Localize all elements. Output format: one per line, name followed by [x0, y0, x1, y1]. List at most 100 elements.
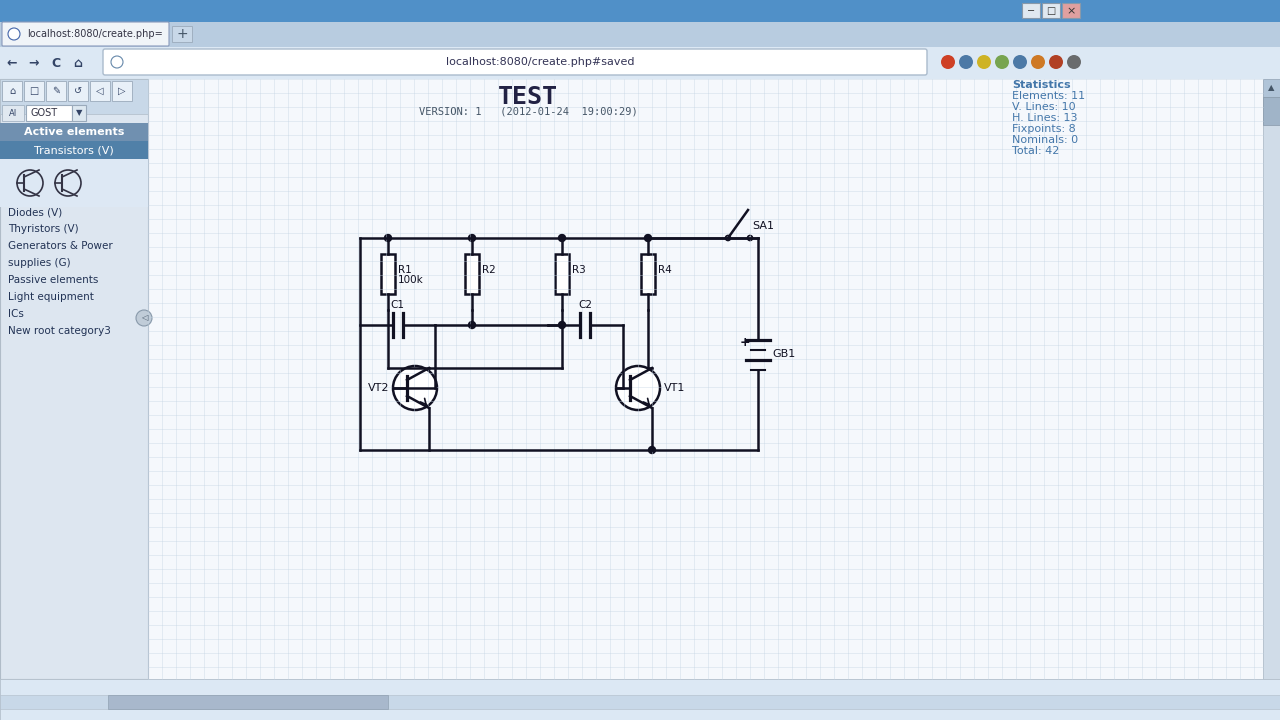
Bar: [1263, 79, 1280, 97]
Circle shape: [1012, 55, 1027, 69]
Bar: [0, 79, 148, 679]
Text: →: →: [28, 56, 40, 70]
Text: −: −: [1027, 6, 1036, 16]
Text: C: C: [51, 56, 60, 70]
Circle shape: [959, 55, 973, 69]
Circle shape: [1050, 55, 1062, 69]
Circle shape: [468, 235, 475, 241]
Text: Passive elements: Passive elements: [8, 275, 99, 285]
Text: C2: C2: [579, 300, 593, 310]
Bar: [0, 22, 1280, 47]
Bar: [0, 679, 1280, 720]
Text: ⌂: ⌂: [73, 56, 82, 70]
Text: VT2: VT2: [367, 383, 389, 393]
Bar: [641, 254, 655, 294]
Text: ▲: ▲: [1267, 84, 1275, 92]
Bar: [381, 254, 396, 294]
Text: R4: R4: [658, 265, 672, 275]
Text: ICs: ICs: [8, 309, 24, 319]
Text: ◁: ◁: [141, 313, 147, 323]
Text: VERSION: 1   (2012-01-24  19:00:29): VERSION: 1 (2012-01-24 19:00:29): [419, 106, 637, 116]
Circle shape: [941, 55, 955, 69]
Circle shape: [393, 366, 436, 410]
Text: VT1: VT1: [664, 383, 685, 393]
Text: Generators & Power: Generators & Power: [8, 241, 113, 251]
Bar: [0, 141, 148, 159]
Text: ▼: ▼: [76, 109, 82, 117]
Text: H. Lines: 13: H. Lines: 13: [1012, 113, 1078, 123]
Circle shape: [748, 235, 753, 240]
Circle shape: [726, 235, 731, 240]
Text: ⌂: ⌂: [9, 86, 15, 96]
FancyBboxPatch shape: [102, 49, 927, 75]
Text: AI: AI: [9, 109, 17, 117]
Bar: [465, 254, 479, 294]
Text: TEST: TEST: [498, 85, 558, 109]
Bar: [0, 47, 1280, 79]
Bar: [0, 695, 1280, 709]
Text: SA1: SA1: [751, 221, 774, 231]
Circle shape: [8, 28, 20, 40]
Bar: [556, 254, 570, 294]
Text: ◁: ◁: [96, 86, 104, 96]
Bar: [1263, 79, 1280, 679]
Circle shape: [616, 366, 660, 410]
Text: R1: R1: [398, 265, 412, 275]
Text: □: □: [29, 86, 38, 96]
Text: supplies (G): supplies (G): [8, 258, 70, 268]
Text: localhost:8080/create.php=: localhost:8080/create.php=: [27, 29, 163, 39]
Bar: [3, 81, 22, 101]
Text: Statistics: Statistics: [1012, 80, 1070, 90]
Bar: [0, 0, 1280, 22]
Bar: [1021, 3, 1039, 18]
Text: GB1: GB1: [772, 349, 795, 359]
Circle shape: [995, 55, 1009, 69]
Text: □: □: [1046, 6, 1056, 16]
Text: C1: C1: [390, 300, 404, 310]
Bar: [24, 81, 44, 101]
Text: R3: R3: [572, 265, 586, 275]
Bar: [46, 81, 67, 101]
Bar: [0, 123, 148, 141]
Circle shape: [649, 446, 655, 454]
Text: Thyristors (V): Thyristors (V): [8, 224, 78, 234]
Bar: [108, 695, 388, 709]
Bar: [172, 26, 192, 42]
Text: Nominals: 0: Nominals: 0: [1012, 135, 1078, 145]
Bar: [0, 79, 148, 114]
Circle shape: [136, 310, 152, 326]
Bar: [1263, 97, 1280, 125]
Text: +: +: [177, 27, 188, 41]
Text: ▷: ▷: [118, 86, 125, 96]
Bar: [148, 79, 1263, 679]
Text: ←: ←: [6, 56, 17, 70]
Circle shape: [468, 322, 475, 328]
Circle shape: [977, 55, 991, 69]
Circle shape: [1030, 55, 1044, 69]
Text: ✎: ✎: [52, 86, 60, 96]
Bar: [90, 81, 110, 101]
Text: Transistors (V): Transistors (V): [35, 145, 114, 155]
Text: ×: ×: [1066, 6, 1075, 16]
Text: 100k: 100k: [398, 275, 424, 285]
Text: localhost:8080/create.php#saved: localhost:8080/create.php#saved: [445, 57, 635, 67]
Text: +: +: [740, 336, 750, 348]
Bar: [1042, 3, 1060, 18]
Circle shape: [558, 235, 566, 241]
Bar: [68, 81, 88, 101]
Text: V. Lines: 10: V. Lines: 10: [1012, 102, 1075, 112]
Text: Fixpoints: 8: Fixpoints: 8: [1012, 124, 1075, 134]
FancyBboxPatch shape: [3, 22, 169, 46]
Circle shape: [645, 235, 652, 241]
Text: ↺: ↺: [74, 86, 82, 96]
Text: Light equipment: Light equipment: [8, 292, 93, 302]
Text: New root category3: New root category3: [8, 326, 111, 336]
Bar: [113, 81, 132, 101]
Bar: [1062, 3, 1080, 18]
Circle shape: [558, 322, 566, 328]
Bar: [26, 105, 72, 121]
Circle shape: [384, 235, 392, 241]
Bar: [3, 105, 24, 121]
Text: R2: R2: [483, 265, 495, 275]
Bar: [72, 105, 86, 121]
